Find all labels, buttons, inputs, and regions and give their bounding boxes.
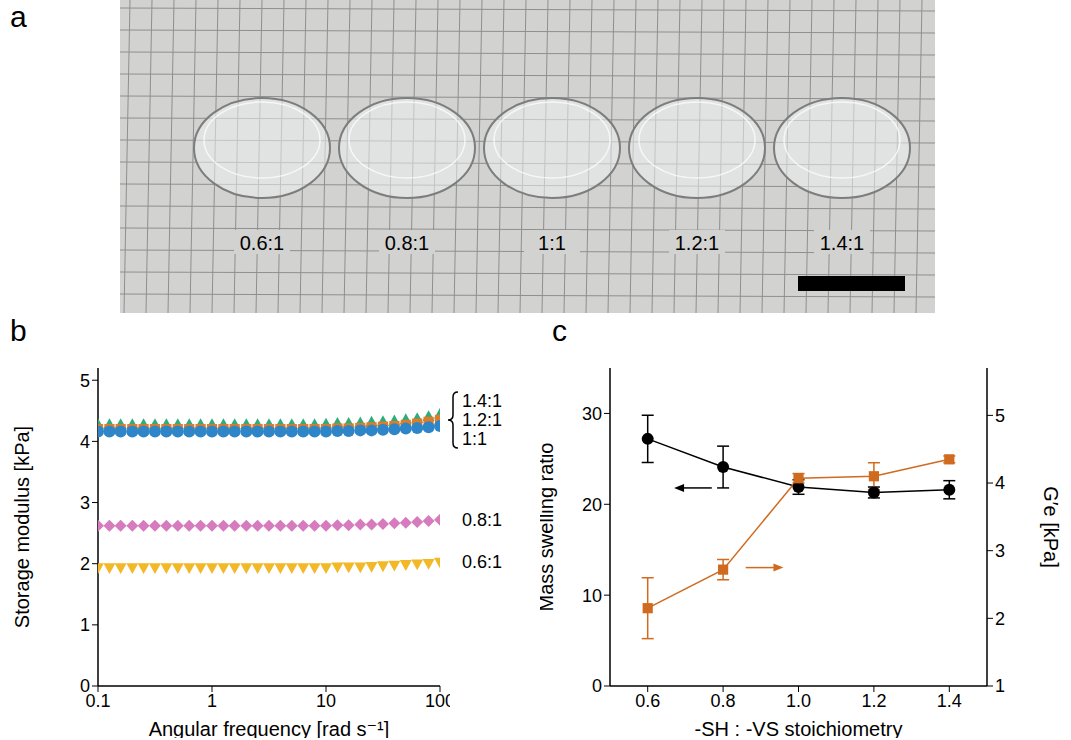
html-text:b: b xyxy=(10,314,27,347)
svg-text:0.6: 0.6 xyxy=(635,691,660,711)
svg-text:5: 5 xyxy=(80,371,90,391)
svg-text:1.4:1: 1.4:1 xyxy=(820,232,864,254)
svg-text:Angular frequency [rad s⁻¹]: Angular frequency [rad s⁻¹] xyxy=(149,718,390,738)
svg-text:5: 5 xyxy=(995,406,1005,426)
svg-text:1: 1 xyxy=(207,691,217,711)
svg-text:30: 30 xyxy=(582,404,602,424)
svg-text:1:1: 1:1 xyxy=(538,232,566,254)
svg-text:3: 3 xyxy=(995,541,1005,561)
svg-text:1.4:1: 1.4:1 xyxy=(462,391,502,411)
svg-text:10: 10 xyxy=(316,691,336,711)
svg-text:0: 0 xyxy=(80,676,90,696)
svg-text:20: 20 xyxy=(582,495,602,515)
svg-text:0.6:1: 0.6:1 xyxy=(240,232,284,254)
svg-text:1:1: 1:1 xyxy=(462,429,487,449)
svg-text:0.8:1: 0.8:1 xyxy=(462,510,502,530)
svg-text:2: 2 xyxy=(995,609,1005,629)
svg-text:0.8: 0.8 xyxy=(711,691,736,711)
svg-text:0.8:1: 0.8:1 xyxy=(385,232,429,254)
svg-text:1.0: 1.0 xyxy=(786,691,811,711)
svg-text:1.2: 1.2 xyxy=(861,691,886,711)
svg-text:4: 4 xyxy=(995,473,1005,493)
svg-text:0.1: 0.1 xyxy=(85,690,111,711)
svg-text:1.2:1: 1.2:1 xyxy=(462,410,502,430)
svg-text:G′e [kPa]: G′e [kPa] xyxy=(1040,486,1062,568)
html-text:a: a xyxy=(10,0,27,33)
svg-text:Storage modulus [kPa]: Storage modulus [kPa] xyxy=(11,426,33,628)
svg-text:0: 0 xyxy=(592,676,602,696)
svg-text:0.6:1: 0.6:1 xyxy=(462,552,502,572)
svg-text:Mass swelling ratio: Mass swelling ratio xyxy=(540,443,557,612)
svg-text:4: 4 xyxy=(80,432,90,452)
svg-text:2: 2 xyxy=(80,554,90,574)
svg-text:100: 100 xyxy=(425,691,450,711)
svg-text:10: 10 xyxy=(582,586,602,606)
svg-text:1: 1 xyxy=(80,615,90,635)
svg-text:-SH : -VS stoichiometry: -SH : -VS stoichiometry xyxy=(695,718,903,738)
svg-text:1: 1 xyxy=(995,676,1005,696)
svg-text:1.4: 1.4 xyxy=(937,691,962,711)
svg-text:1.2:1: 1.2:1 xyxy=(675,232,719,254)
html-text:c: c xyxy=(552,314,567,347)
svg-text:3: 3 xyxy=(80,493,90,513)
